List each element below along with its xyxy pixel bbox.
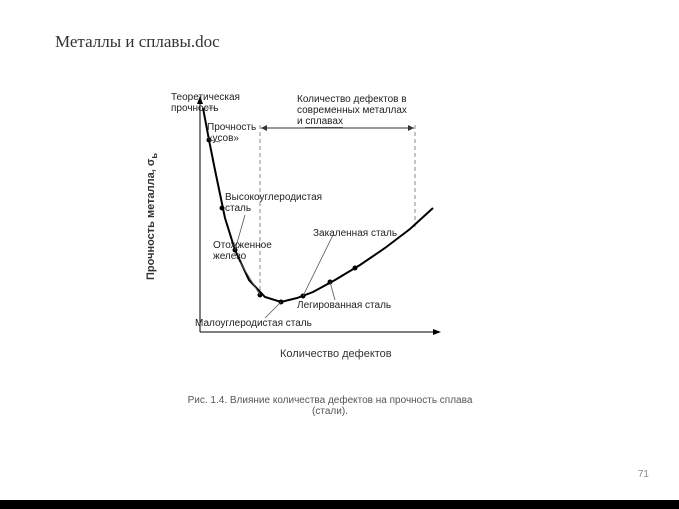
y-axis-label: Прочность металла, σь bbox=[145, 153, 159, 280]
document-page: Металлы и сплавы.doc Прочность металла, … bbox=[0, 0, 679, 500]
annot-whiskers: Прочность«усов» bbox=[207, 122, 256, 144]
page-number: 71 bbox=[638, 469, 649, 480]
annot-theoretical: Теоретическаяпрочность bbox=[171, 92, 240, 114]
x-axis-label: Количество дефектов bbox=[280, 348, 392, 360]
annot-defects: Количество дефектов всовременных металла… bbox=[297, 94, 407, 127]
figure-caption: Рис. 1.4. Влияние количества дефектов на… bbox=[170, 395, 490, 417]
chart: Прочность металла, σь Количество дефекто… bbox=[185, 100, 485, 400]
annot-annealed: Отожженноежелезо bbox=[213, 240, 272, 262]
annot-alloyed: Легированная сталь bbox=[297, 300, 391, 311]
annot-high-carbon: Высокоуглеродистаясталь bbox=[225, 192, 322, 214]
annot-hardened: Закаленная сталь bbox=[313, 228, 397, 239]
document-title: Металлы и сплавы.doc bbox=[55, 32, 220, 52]
annot-low-carbon: Малоуглеродистая сталь bbox=[195, 318, 312, 329]
